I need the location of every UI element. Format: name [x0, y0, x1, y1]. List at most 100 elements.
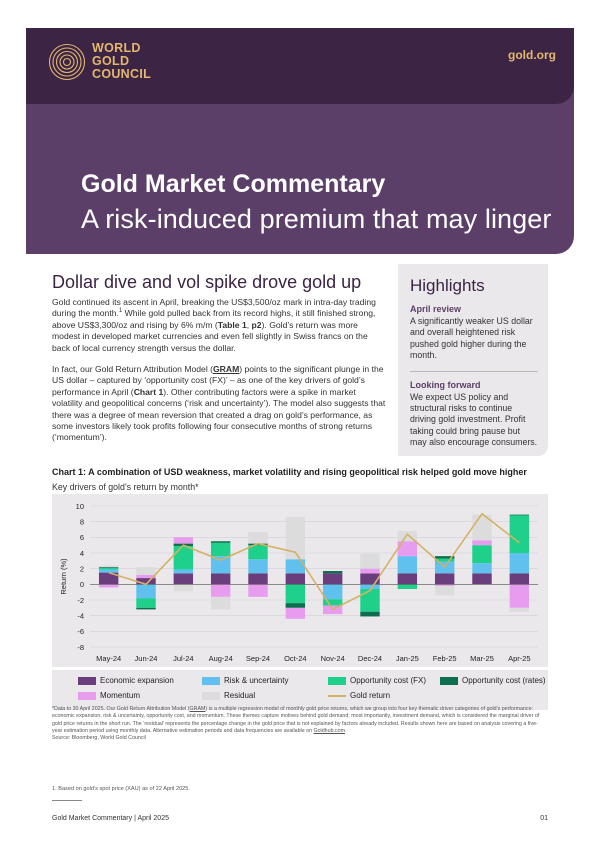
bar-segment — [509, 584, 530, 608]
bar-segment — [285, 584, 306, 604]
bar-segment — [98, 565, 119, 568]
legend-line-swatch — [328, 694, 346, 697]
goldhub-link[interactable]: Goldhub.com — [313, 727, 345, 734]
highlights-title: Highlights — [410, 276, 485, 295]
bar-segment — [472, 573, 492, 585]
legend-swatch — [78, 676, 96, 685]
x-tick-label: Dec-24 — [358, 654, 382, 663]
chart-1-ref: Chart 1 — [133, 386, 164, 397]
bar-segment — [98, 572, 119, 585]
header-top-band: WORLD GOLD COUNCIL gold.org — [26, 28, 574, 104]
bar-segment — [285, 607, 306, 619]
y-tick-label: 8 — [80, 517, 84, 526]
x-tick-label: Nov-24 — [321, 654, 345, 663]
bar-segment — [322, 584, 343, 600]
bar-segment — [136, 584, 156, 599]
gram-link[interactable]: GRAM — [212, 364, 240, 374]
bar-segment — [173, 584, 194, 592]
footnote-ref[interactable]: 1 — [118, 308, 123, 315]
x-tick-label: Jan-25 — [396, 654, 419, 663]
legend-item-opportunity-cost-fx: Opportunity cost (FX) — [328, 676, 426, 685]
logo-line-2: GOLD — [92, 54, 130, 68]
logo-line-3: COUNCIL — [92, 67, 152, 81]
bar-segment — [173, 545, 194, 570]
bar-segment — [434, 558, 455, 562]
y-tick-label: 2 — [80, 564, 84, 573]
bar-segment — [210, 584, 231, 597]
bar-segment — [173, 569, 194, 574]
legend-swatch — [202, 676, 220, 685]
chart-title: Chart 1: A combination of USD weakness, … — [52, 467, 527, 477]
bar-segment — [98, 569, 119, 573]
bar-segment — [210, 596, 231, 610]
april-review-text: A significantly weaker US dollar and ove… — [410, 316, 533, 361]
bar-segment — [360, 584, 380, 590]
bar-segment — [98, 584, 119, 588]
bar-segment — [210, 556, 231, 574]
x-tick-label: Jul-24 — [173, 654, 193, 663]
legend-item-momentum: Momentum — [78, 691, 140, 700]
bar-segment — [472, 563, 492, 574]
y-tick-label: 10 — [76, 502, 84, 511]
gold-rings-icon — [48, 43, 86, 80]
gram-note-link[interactable]: GRAM — [189, 706, 206, 712]
bar-segment — [285, 603, 306, 608]
table-1-ref: Table 1 — [217, 319, 247, 330]
bar-segment — [248, 584, 268, 597]
bar-segment — [248, 531, 268, 544]
bar-segment — [248, 573, 268, 585]
paragraph-1: Gold continued its ascent in April, brea… — [52, 297, 376, 353]
legend-swatch — [440, 676, 458, 685]
legend-item-residual: Residual — [202, 691, 255, 700]
bar-segment — [136, 607, 156, 610]
page-subtitle: A risk-induced premium that may linger — [81, 204, 552, 234]
bar-segment — [472, 540, 492, 546]
bar-segment — [210, 573, 231, 585]
site-link[interactable]: gold.org — [508, 48, 556, 62]
bar-segment — [397, 531, 418, 542]
bar-segment — [360, 568, 380, 574]
bar-segment — [509, 573, 530, 585]
bar-segment — [397, 541, 418, 557]
bar-segment — [509, 515, 530, 553]
looking-forward-text: We expect US policy and structural risks… — [410, 391, 538, 448]
x-tick-label: Sep-24 — [246, 654, 270, 663]
footer-publication: Gold Market Commentary | April 2025 — [52, 815, 169, 822]
x-tick-label: Oct-24 — [284, 654, 307, 663]
world-gold-council-logo[interactable]: WORLD GOLD COUNCIL — [48, 42, 151, 81]
legend-item-opportunity-cost-rates: Opportunity cost (rates) — [440, 676, 546, 685]
looking-forward-heading: Looking forward — [410, 379, 481, 390]
bar-segment — [360, 589, 380, 612]
highlights-box: Highlights April review A significantly … — [398, 264, 548, 456]
page-title: Gold Market Commentary — [81, 170, 386, 198]
bar-segment — [136, 598, 156, 608]
bar-segment — [434, 573, 455, 585]
chart-legend: Economic expansion Risk & uncertainty Op… — [52, 670, 548, 710]
x-tick-label: Feb-25 — [433, 654, 457, 663]
footer-page-number: 01 — [540, 815, 548, 822]
chart-area: -8 -6 -4 -2 0 2 4 6 8 10 Return (%) May-24 Jun-24 Jul… — [52, 494, 548, 667]
bar-segment — [285, 573, 306, 585]
drivers-chart: -8 -6 -4 -2 0 2 4 6 8 10 Return (%) May-24 Jun-24 Jul… — [59, 502, 538, 663]
bar-segment — [322, 571, 343, 574]
legend-swatch — [78, 691, 96, 700]
bar-segment — [136, 574, 156, 579]
bar-segment — [248, 545, 268, 560]
legend-swatch — [328, 676, 346, 685]
bar-segment — [434, 556, 455, 559]
y-tick-label: 6 — [80, 533, 84, 542]
y-tick-label: -8 — [77, 643, 84, 652]
page-2-ref: p2 — [251, 319, 262, 330]
chart-subtitle: Key drivers of gold’s return by month* — [52, 482, 199, 492]
bar-segment — [322, 599, 343, 606]
y-tick-label: -6 — [77, 627, 84, 636]
x-tick-label: Aug-24 — [209, 654, 233, 663]
y-axis-label: Return (%) — [59, 558, 68, 595]
bar-segment — [173, 573, 194, 585]
legend-item-risk-uncertainty: Risk & uncertainty — [202, 676, 288, 685]
bar-segment — [397, 556, 418, 574]
bar-segment — [360, 611, 380, 617]
bar-segment — [360, 573, 380, 585]
y-tick-label: -2 — [77, 596, 84, 605]
x-tick-label: Jun-24 — [135, 654, 158, 663]
